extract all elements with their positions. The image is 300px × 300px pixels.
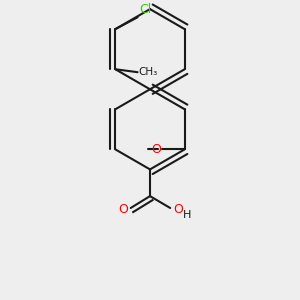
Text: H: H (183, 209, 191, 220)
Text: O: O (118, 203, 128, 216)
Text: O: O (173, 203, 183, 216)
Text: CH₃: CH₃ (138, 67, 158, 77)
Text: Cl: Cl (139, 3, 151, 16)
Text: O: O (151, 143, 161, 156)
